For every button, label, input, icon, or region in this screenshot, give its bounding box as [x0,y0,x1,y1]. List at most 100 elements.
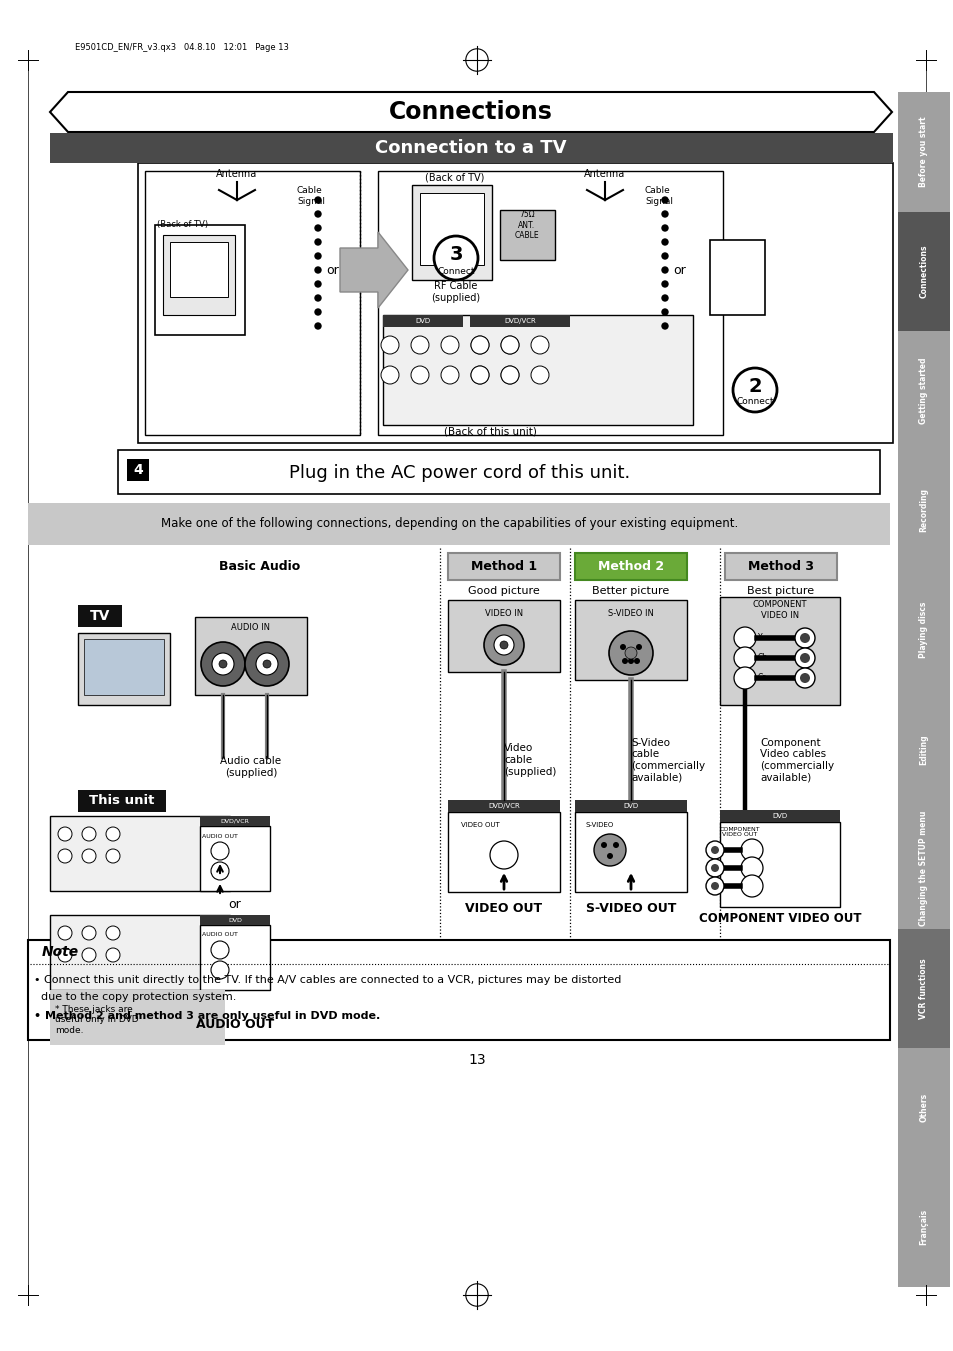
Circle shape [732,367,776,412]
Text: S-VIDEO: S-VIDEO [585,821,614,828]
Circle shape [58,948,71,962]
Text: Playing discs: Playing discs [919,601,927,658]
Circle shape [661,323,667,330]
Bar [419,193,483,265]
Circle shape [740,857,762,880]
Text: Method 2: Method 2 [598,561,663,573]
Circle shape [634,658,639,663]
Bar [78,605,122,627]
Circle shape [58,827,71,842]
Circle shape [531,366,548,384]
Circle shape [314,281,320,286]
Circle shape [661,309,667,315]
Text: Component
Video cables
(commercially
available): Component Video cables (commercially ava… [760,738,833,782]
Text: Better picture: Better picture [592,586,669,596]
Circle shape [82,827,96,842]
Text: Basic Audio: Basic Audio [219,561,300,574]
Circle shape [661,295,667,301]
Text: 3: 3 [449,245,462,263]
Circle shape [608,631,652,676]
Circle shape [606,852,613,859]
Bar [78,634,170,705]
Text: 4: 4 [133,463,143,477]
Circle shape [661,281,667,286]
Bar [170,242,228,297]
Text: This unit: This unit [90,794,154,808]
Text: Make one of the following connections, depending on the capabilities of your exi: Make one of the following connections, d… [161,517,738,531]
Bar [163,235,234,315]
Circle shape [380,366,398,384]
Circle shape [212,653,233,676]
Text: Connection to a TV: Connection to a TV [375,139,566,157]
Text: Antenna: Antenna [584,169,625,178]
Circle shape [661,226,667,231]
Text: DVD/VCR: DVD/VCR [503,317,536,324]
Bar [575,800,686,812]
Bar [138,163,892,443]
Circle shape [106,925,120,940]
Bar [377,172,722,435]
Text: 13: 13 [468,1052,485,1067]
Circle shape [380,336,398,354]
Text: Plug in the AC power cord of this unit.: Plug in the AC power cord of this unit. [289,463,630,482]
Text: Cable
Signal: Cable Signal [644,186,672,205]
Bar [84,639,164,694]
Text: Method 3: Method 3 [747,561,813,573]
Bar [118,450,879,494]
Text: Connections: Connections [389,100,553,124]
Circle shape [490,842,517,869]
Bar [382,315,692,426]
Bar [448,553,559,580]
Bar [897,212,949,331]
Circle shape [594,834,625,866]
Circle shape [82,848,96,863]
Text: VIDEO OUT: VIDEO OUT [465,901,542,915]
Bar [575,553,686,580]
Circle shape [740,839,762,861]
Bar [720,597,840,705]
Text: Others: Others [919,1093,927,1123]
Text: AUDIO OUT: AUDIO OUT [202,932,237,938]
Bar [28,503,889,544]
Bar [897,92,949,212]
Text: S-VIDEO IN: S-VIDEO IN [607,608,653,617]
Text: S-Video
cable
(commercially
available): S-Video cable (commercially available) [630,738,704,782]
Circle shape [624,647,637,659]
Text: DVD: DVD [415,317,430,324]
Circle shape [314,295,320,301]
Bar [897,1167,949,1288]
Bar [412,185,492,280]
Text: Y: Y [758,634,761,643]
Bar [200,915,270,925]
Circle shape [411,366,429,384]
Bar [724,553,836,580]
Text: Antenna: Antenna [216,169,257,178]
Text: TV: TV [90,609,111,623]
Circle shape [440,366,458,384]
Text: AUDIO IN: AUDIO IN [232,623,271,631]
Text: Best picture: Best picture [746,586,814,596]
Circle shape [82,948,96,962]
Circle shape [710,846,719,854]
Text: Cr: Cr [758,674,765,682]
Text: Cable
Signal: Cable Signal [296,186,325,205]
Circle shape [705,842,723,859]
Circle shape [661,267,667,273]
Text: DVD/VCR: DVD/VCR [488,802,519,809]
Circle shape [82,925,96,940]
Bar [154,226,245,335]
Bar [50,132,892,163]
Bar [720,821,840,907]
Text: Getting started: Getting started [919,358,927,424]
Circle shape [211,862,229,880]
Circle shape [471,336,489,354]
Polygon shape [339,232,408,308]
Bar [50,816,230,892]
Circle shape [106,948,120,962]
Circle shape [411,336,429,354]
Circle shape [710,882,719,890]
Circle shape [500,336,518,354]
Bar [448,800,559,812]
Text: Cb: Cb [758,654,767,662]
Text: Before you start: Before you start [919,116,927,186]
